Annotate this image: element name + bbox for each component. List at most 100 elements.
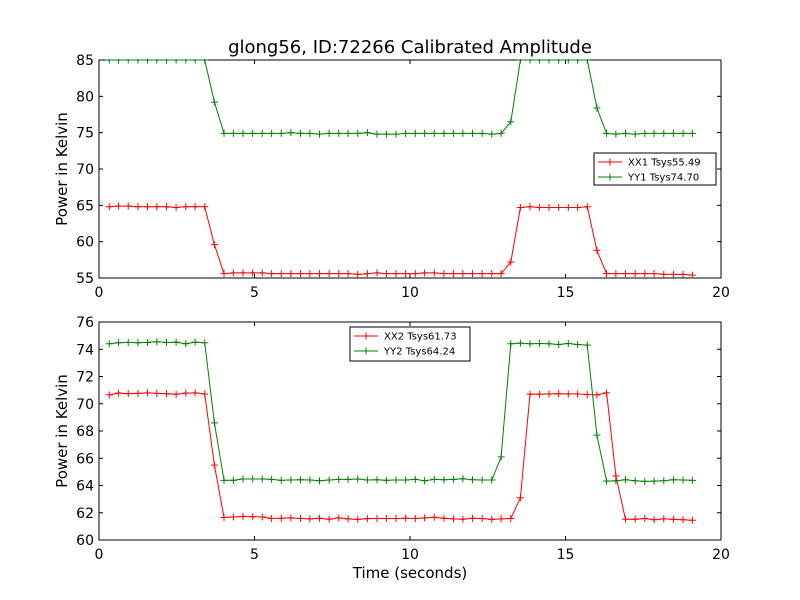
y-axis-label: Power in Kelvin <box>53 374 71 488</box>
data-point <box>488 270 496 278</box>
data-point <box>421 269 429 277</box>
data-point <box>555 59 563 64</box>
data-point <box>239 475 247 483</box>
data-point <box>650 516 658 524</box>
data-point <box>669 270 677 278</box>
data-point <box>535 59 543 64</box>
data-point <box>277 270 285 278</box>
legend-label: YY1 Tsys74.70 <box>627 173 699 184</box>
data-point <box>650 270 658 278</box>
legend-label: YY2 Tsys64.24 <box>383 347 455 358</box>
data-point <box>469 476 477 484</box>
series-line <box>109 341 693 482</box>
data-point <box>344 475 352 483</box>
data-point <box>354 270 362 278</box>
data-point <box>306 270 314 278</box>
data-point <box>182 203 190 211</box>
data-point <box>679 129 687 137</box>
data-point <box>526 203 534 211</box>
y-tick-label: 65 <box>76 198 94 214</box>
data-point <box>153 59 161 64</box>
data-point <box>144 338 152 346</box>
data-point <box>249 513 257 521</box>
data-point <box>564 204 572 212</box>
data-point <box>124 202 132 210</box>
data-point <box>315 477 323 485</box>
data-point <box>583 59 591 64</box>
data-point <box>564 390 572 398</box>
series-2 <box>105 338 696 485</box>
data-point <box>153 203 161 211</box>
data-point <box>124 59 132 64</box>
y-tick-label: 72 <box>76 370 94 386</box>
data-point <box>105 59 113 64</box>
data-point <box>430 513 438 521</box>
y-tick-label: 75 <box>76 126 94 142</box>
data-point <box>325 476 333 484</box>
data-point <box>450 515 458 523</box>
data-point <box>430 475 438 483</box>
data-point <box>688 476 696 484</box>
y-tick-label: 68 <box>76 424 94 440</box>
data-point <box>229 513 237 521</box>
data-point <box>507 258 515 266</box>
data-point <box>277 476 285 484</box>
chart-panel-1: 0 5 10 15 20 55 60 65 70 75 80 85 Power in Kelvin XX1… <box>53 53 730 301</box>
data-point <box>459 515 467 523</box>
data-point <box>287 129 295 137</box>
data-point <box>469 129 477 137</box>
data-point <box>574 204 582 212</box>
data-point <box>421 514 429 522</box>
data-point <box>430 129 438 137</box>
data-point <box>306 129 314 137</box>
data-point <box>593 391 601 399</box>
data-point <box>191 389 199 397</box>
series-1 <box>105 202 696 279</box>
data-point <box>488 130 496 138</box>
legend-marker <box>606 173 614 181</box>
data-point <box>306 476 314 484</box>
data-point <box>182 340 190 348</box>
data-point <box>344 129 352 137</box>
data-point <box>363 129 371 137</box>
y-tick-label: 60 <box>76 235 94 251</box>
data-point <box>373 269 381 277</box>
data-point <box>172 204 180 212</box>
data-point <box>440 476 448 484</box>
data-point <box>660 270 668 278</box>
data-point <box>315 270 323 278</box>
data-point <box>229 476 237 484</box>
data-point <box>622 270 630 278</box>
data-point <box>287 270 295 278</box>
data-point <box>373 514 381 522</box>
data-point <box>469 514 477 522</box>
data-point <box>201 339 209 347</box>
data-point <box>660 477 668 485</box>
data-point <box>182 59 190 64</box>
data-point <box>411 514 419 522</box>
data-point <box>402 476 410 484</box>
data-point <box>210 98 218 106</box>
data-point <box>268 129 276 137</box>
data-point <box>268 475 276 483</box>
data-point <box>688 129 696 137</box>
data-point <box>641 270 649 278</box>
data-point <box>191 59 199 64</box>
data-point <box>516 494 524 502</box>
data-point <box>239 129 247 137</box>
data-point <box>555 390 563 398</box>
data-point <box>497 129 505 137</box>
data-point <box>124 390 132 398</box>
data-point <box>478 476 486 484</box>
data-point <box>249 475 257 483</box>
data-point <box>392 476 400 484</box>
data-point <box>669 476 677 484</box>
data-point <box>153 338 161 346</box>
data-point <box>191 203 199 211</box>
data-point <box>191 338 199 346</box>
data-point <box>335 129 343 137</box>
x-axis-label: Time (seconds) <box>352 564 468 582</box>
legend-label: XX1 Tsys55.49 <box>628 158 701 169</box>
data-point <box>144 59 152 64</box>
